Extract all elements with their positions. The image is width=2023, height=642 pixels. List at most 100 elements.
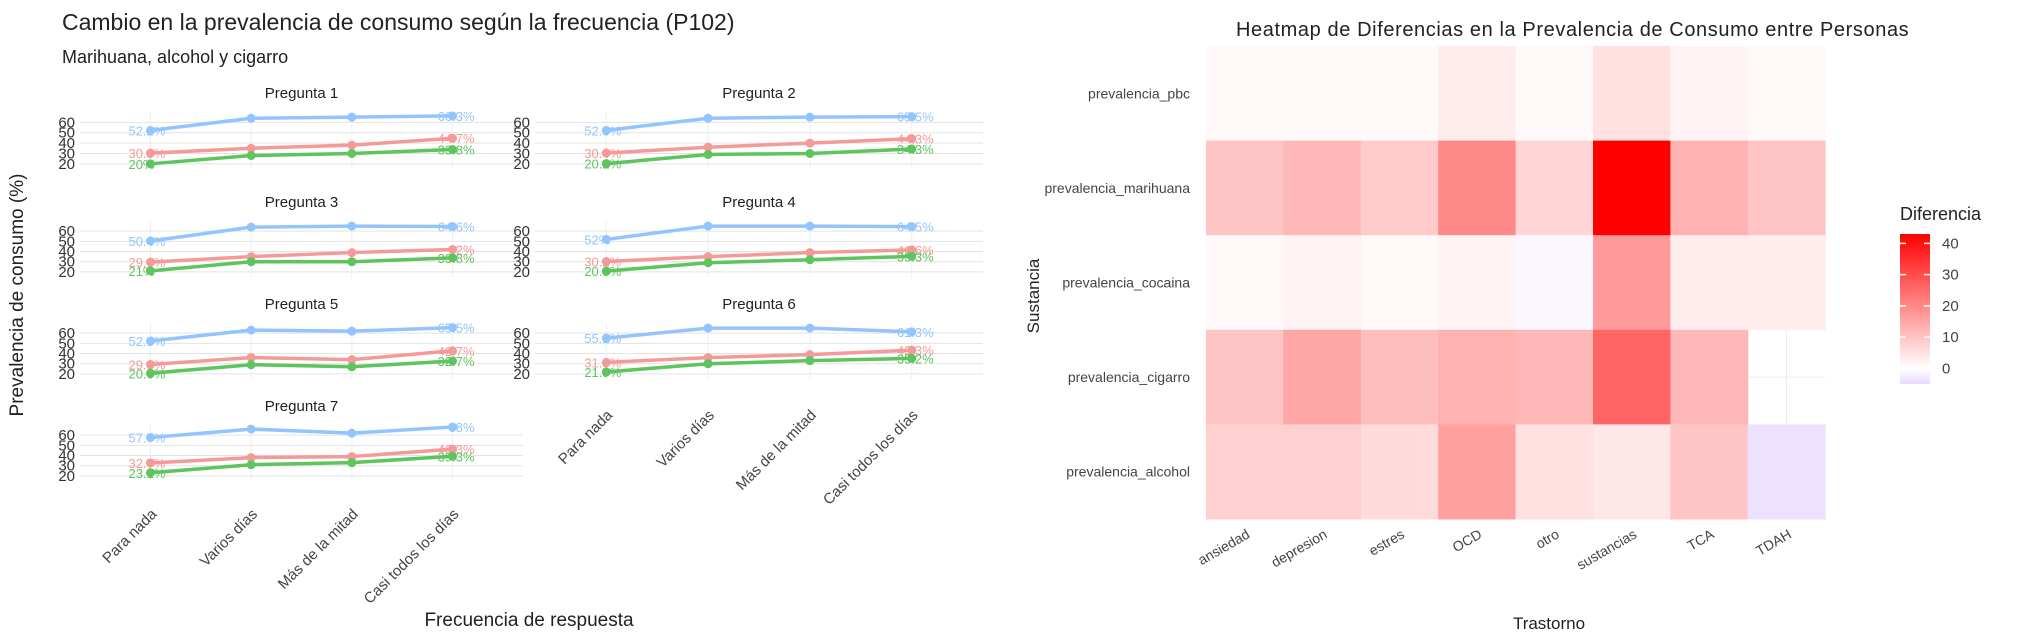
y-tick-label: 60 <box>513 325 530 342</box>
heatmap-cell <box>1670 46 1749 142</box>
series-line <box>150 136 453 155</box>
legend-title: Diferencia <box>1900 204 1982 224</box>
data-label: 30.3% <box>128 146 165 161</box>
data-point <box>601 333 611 343</box>
x-tick-label: otro <box>1533 526 1562 552</box>
data-point <box>246 222 256 232</box>
data-label: 32.7% <box>128 456 165 471</box>
y-tick-label: prevalencia_cigarro <box>1068 369 1190 385</box>
data-point <box>601 257 611 267</box>
data-label: 55.1% <box>584 331 621 346</box>
y-tick-label: 20 <box>58 366 75 383</box>
series-line <box>150 114 453 133</box>
heatmap-cell <box>1360 140 1439 236</box>
data-point <box>347 458 357 468</box>
y-tick-label: 20 <box>513 156 530 173</box>
data-label: 21% <box>128 264 154 279</box>
data-point <box>347 140 357 150</box>
legend-tick-label: 40 <box>1942 235 1959 252</box>
data-point <box>145 458 155 468</box>
data-point <box>601 234 611 244</box>
heatmap-legend: Diferencia 0 10 20 30 40 <box>1900 204 1982 384</box>
data-label: 44.7% <box>438 131 475 146</box>
data-label: 20.2% <box>584 157 621 172</box>
heatmap-cell <box>1515 140 1594 236</box>
data-point <box>145 368 155 378</box>
data-label: 61.3% <box>897 325 934 340</box>
y-tick-label: 60 <box>58 325 75 342</box>
heatmap-cell <box>1670 329 1749 425</box>
heatmap-cell <box>1593 424 1671 520</box>
data-point <box>601 148 611 158</box>
data-point <box>907 345 917 355</box>
data-point <box>448 245 458 255</box>
series-line <box>150 256 453 273</box>
y-tick-label: 40 <box>513 135 530 152</box>
data-point <box>448 444 458 454</box>
series-line <box>150 454 453 475</box>
series-line <box>150 349 453 367</box>
data-point <box>347 148 357 158</box>
data-label: 35.2% <box>897 351 934 366</box>
heatmap-cell <box>1593 235 1671 331</box>
data-point <box>145 159 155 169</box>
heatmap-cell <box>1206 424 1284 520</box>
data-label: 52.3% <box>584 123 621 138</box>
heatmap-cell <box>1206 235 1284 331</box>
heatmap-cell <box>1438 329 1517 425</box>
data-point <box>448 323 458 333</box>
series-line <box>150 325 453 343</box>
series-line <box>150 447 453 465</box>
data-label: 52% <box>584 232 610 247</box>
legend-tick-label: 10 <box>1942 329 1959 346</box>
y-tick-label: 60 <box>58 427 75 444</box>
data-point <box>347 326 357 336</box>
heatmap-cell <box>1747 140 1826 236</box>
heatmap-cell <box>1515 46 1594 142</box>
data-point <box>145 433 155 443</box>
data-point <box>703 221 713 231</box>
data-point <box>601 159 611 169</box>
x-tick-label: TDAH <box>1753 526 1794 559</box>
data-point <box>907 327 917 337</box>
y-tick-label: 30 <box>513 254 530 271</box>
data-point <box>907 144 917 154</box>
series-line <box>606 254 912 273</box>
data-label: 52.3% <box>128 334 165 349</box>
heatmap-cell <box>1360 329 1439 425</box>
data-point <box>601 367 611 377</box>
y-tick-label: 60 <box>513 114 530 131</box>
data-label: 41.6% <box>897 243 934 258</box>
data-point <box>246 360 256 370</box>
data-point <box>805 112 815 122</box>
data-point <box>805 323 815 333</box>
y-tick-label: 20 <box>58 264 75 281</box>
y-tick-label: 30 <box>513 356 530 373</box>
data-point <box>246 460 256 470</box>
chart-subtitle: Marihuana, alcohol y cigarro <box>62 47 288 67</box>
data-point <box>347 428 357 438</box>
data-point <box>907 134 917 144</box>
y-tick-label: 40 <box>513 244 530 261</box>
heatmap-cell <box>1747 46 1826 142</box>
panel-title: Pregunta 5 <box>265 296 338 313</box>
data-point <box>703 113 713 123</box>
y-tick-label: 40 <box>58 135 75 152</box>
x-tick-label: OCD <box>1449 526 1484 555</box>
heatmap-cell <box>1360 424 1439 520</box>
data-point <box>347 112 357 122</box>
heatmap-cell <box>1438 140 1517 236</box>
panel-title: Pregunta 3 <box>265 194 338 211</box>
data-label: 42.7% <box>438 344 475 359</box>
data-point <box>246 143 256 153</box>
y-tick-label: 60 <box>58 223 75 240</box>
data-point <box>145 257 155 267</box>
y-tick-label: 30 <box>58 254 75 271</box>
data-point <box>601 266 611 276</box>
heatmap-cell <box>1593 46 1671 142</box>
data-point <box>448 346 458 356</box>
data-point <box>907 251 917 261</box>
data-point <box>145 148 155 158</box>
